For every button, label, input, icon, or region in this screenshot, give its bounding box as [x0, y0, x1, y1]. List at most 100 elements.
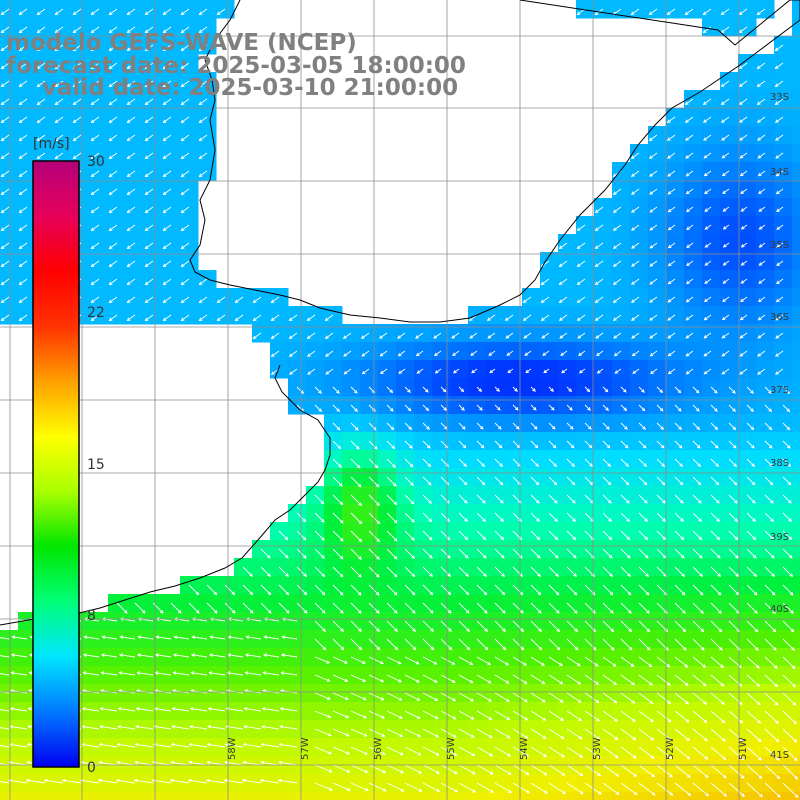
field-cell: [18, 36, 37, 55]
wind-arrow: [710, 476, 720, 486]
wind-arrow: [666, 134, 676, 141]
wind-arrow: [422, 458, 432, 468]
field-cell: [180, 108, 199, 127]
wind-arrow: [702, 116, 712, 123]
wind-arrow: [566, 458, 575, 467]
wind-arrow: [710, 458, 719, 467]
wind-arrow: [543, 368, 550, 374]
field-cell: [162, 198, 181, 217]
field-cell: [144, 252, 163, 271]
wind-arrow: [602, 386, 609, 393]
wind-arrow: [684, 98, 694, 105]
wind-arrow: [740, 260, 748, 266]
wind-arrow: [241, 778, 262, 784]
wind-arrow: [602, 422, 610, 430]
wind-arrow: [704, 278, 712, 284]
wind-arrow: [584, 440, 593, 449]
wind-arrow: [578, 350, 586, 357]
wind-arrow: [649, 188, 658, 195]
wind-arrow: [728, 512, 738, 522]
wind-arrow: [692, 710, 708, 723]
wind-arrow: [540, 314, 550, 321]
field-cell: [108, 36, 127, 55]
wind-arrow: [666, 8, 676, 16]
field-cell: [144, 18, 163, 37]
wind-arrow: [686, 260, 694, 267]
wind-arrow: [710, 782, 728, 797]
wind-arrow: [584, 710, 601, 722]
field-cell: [216, 630, 235, 649]
wind-arrow: [504, 314, 514, 321]
field-cell: [144, 126, 163, 145]
field-cell: [504, 306, 523, 325]
wind-arrow: [162, 206, 172, 214]
wind-arrow: [685, 278, 694, 285]
wind-arrow: [350, 710, 368, 719]
wind-arrow: [684, 116, 694, 123]
wind-arrow: [116, 742, 136, 748]
field-cell: [144, 198, 163, 217]
field-cell: [504, 360, 523, 379]
wind-arrow: [494, 548, 505, 559]
wind-arrow: [476, 746, 494, 757]
field-cell: [612, 342, 631, 361]
wind-arrow: [404, 476, 414, 486]
wind-arrow: [252, 332, 262, 340]
wind-arrow: [720, 98, 730, 105]
wind-arrow: [90, 26, 100, 34]
wind-arrow: [458, 728, 475, 738]
wind-arrow: [476, 494, 486, 504]
field-cell: [36, 792, 55, 800]
wind-arrow: [126, 44, 136, 52]
field-cell: [126, 234, 145, 253]
field-cell: [36, 144, 55, 163]
wind-arrow: [638, 674, 653, 686]
wind-arrow: [704, 206, 712, 212]
wind-arrow: [54, 116, 64, 124]
wind-arrow: [576, 278, 586, 286]
wind-arrow: [476, 620, 488, 632]
field-cell: [702, 126, 721, 145]
field-cell: [198, 306, 217, 325]
wind-arrow: [198, 116, 208, 124]
wind-arrow: [54, 8, 64, 16]
wind-arrow: [721, 170, 730, 177]
field-cell: [666, 306, 685, 325]
field-cell: [126, 18, 145, 37]
field-cell: [360, 360, 379, 379]
wind-arrow: [721, 332, 730, 339]
wind-arrow: [692, 422, 701, 431]
field-cell: [630, 0, 649, 19]
field-cell: [558, 342, 577, 361]
field-cell: [684, 108, 703, 127]
wind-arrow: [422, 764, 440, 774]
field-cell: [594, 306, 613, 325]
wind-arrow: [476, 422, 484, 430]
lon-label: 51W: [738, 737, 749, 760]
wind-arrow: [566, 512, 576, 522]
wind-arrow: [512, 746, 530, 757]
field-cell: [72, 18, 91, 37]
field-cell: [486, 342, 505, 361]
field-cell: [702, 234, 721, 253]
wind-arrow: [306, 350, 316, 357]
wind-arrow: [180, 8, 190, 16]
wind-arrow: [422, 638, 435, 651]
field-cell: [630, 306, 649, 325]
wind-arrow: [90, 8, 100, 16]
wind-arrow: [108, 152, 118, 160]
wind-arrow: [208, 653, 226, 658]
wind-arrow: [72, 62, 82, 70]
wind-arrow: [494, 602, 506, 614]
wind-arrow: [126, 260, 136, 268]
field-cell: [612, 216, 631, 235]
field-cell: [288, 792, 307, 800]
wind-arrow: [433, 350, 442, 357]
field-cell: [486, 792, 505, 800]
field-cell: [792, 36, 800, 55]
field-cell: [72, 0, 91, 19]
field-cell: [558, 288, 577, 307]
wind-arrow: [162, 224, 172, 232]
wind-arrow: [566, 710, 583, 722]
wind-arrow: [782, 746, 798, 762]
